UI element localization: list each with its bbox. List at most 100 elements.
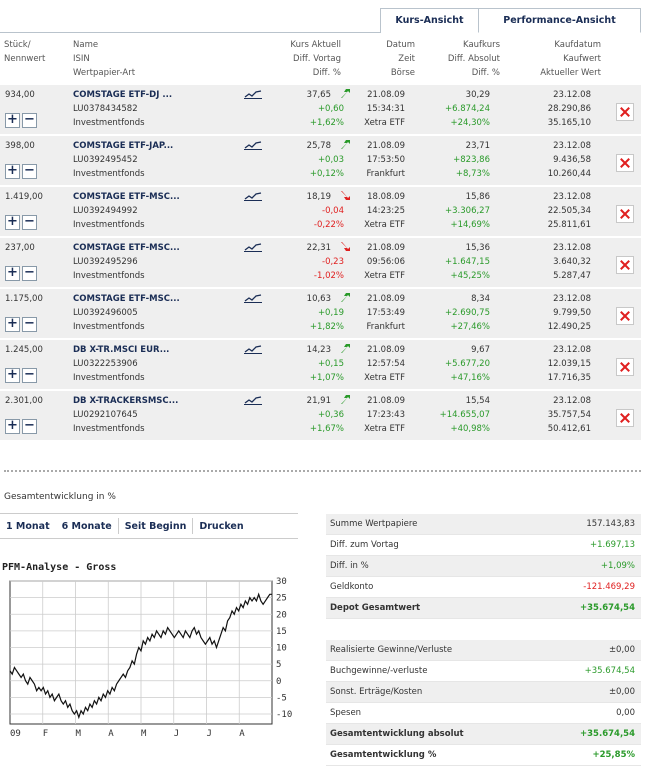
y-tick-label: 15 bbox=[276, 627, 287, 637]
tab-divider bbox=[0, 32, 380, 33]
print-button[interactable]: Drucken bbox=[199, 520, 244, 532]
diff-vortag: +0,03 bbox=[317, 155, 344, 165]
summary-row: Geldkonto -121.469,29 bbox=[326, 577, 641, 598]
quantity-stepper: + − bbox=[5, 164, 37, 179]
plus-button[interactable]: + bbox=[5, 215, 20, 230]
datum-value: 21.08.09 bbox=[367, 345, 405, 355]
diff-vortag-pct: -1,02% bbox=[313, 271, 344, 281]
header-label: Datum bbox=[386, 40, 415, 50]
delete-position-button[interactable] bbox=[616, 358, 634, 376]
delete-position-button[interactable] bbox=[616, 205, 634, 223]
minus-button[interactable]: − bbox=[22, 113, 37, 128]
chart-icon[interactable] bbox=[244, 344, 262, 354]
zeit-value: 15:34:31 bbox=[366, 104, 405, 114]
plus-button[interactable]: + bbox=[5, 113, 20, 128]
period-selector: 1 Monat 6 Monate Seit Beginn Drucken bbox=[0, 513, 298, 539]
security-name-link[interactable]: COMSTAGE ETF-MSC... bbox=[73, 294, 180, 304]
chart-icon[interactable] bbox=[244, 395, 262, 405]
diff-vortag: +0,15 bbox=[317, 359, 344, 369]
delete-position-button[interactable] bbox=[616, 409, 634, 427]
boerse-value: Xetra ETF bbox=[364, 424, 405, 434]
delete-position-button[interactable] bbox=[616, 154, 634, 172]
minus-button[interactable]: − bbox=[22, 419, 37, 434]
trend-arrow-icon bbox=[341, 242, 350, 251]
summary-label: Gesamtentwicklung % bbox=[330, 750, 437, 760]
quantity-stepper: + − bbox=[5, 215, 37, 230]
tab-performance-ansicht[interactable]: Performance-Ansicht bbox=[478, 8, 641, 33]
tab-kurs-ansicht[interactable]: Kurs-Ansicht bbox=[380, 8, 478, 33]
kaufkurs-value: 8,34 bbox=[471, 294, 490, 304]
header-kaufkurs: Kaufkurs Diff. Absolut Diff. % bbox=[448, 38, 500, 80]
series-line bbox=[9, 592, 272, 720]
table-row: 2.301,00 + − DB X-TRACKERSMSC... LU02921… bbox=[0, 391, 641, 440]
y-tick-label: 10 bbox=[276, 644, 287, 654]
chart-icon[interactable] bbox=[244, 293, 262, 303]
stueck-value: 2.301,00 bbox=[5, 396, 43, 406]
minus-button[interactable]: − bbox=[22, 164, 37, 179]
summary-value: ±0,00 bbox=[608, 687, 635, 697]
summary-label: Buchgewinne/-verluste bbox=[330, 666, 428, 676]
minus-button[interactable]: − bbox=[22, 368, 37, 383]
kaufwert-value: 22.505,34 bbox=[547, 206, 591, 216]
diff-absolut: +14.655,07 bbox=[439, 410, 490, 420]
zeit-value: 17:23:43 bbox=[366, 410, 405, 420]
security-name-link[interactable]: COMSTAGE ETF-MSC... bbox=[73, 192, 180, 202]
chart-icon[interactable] bbox=[244, 191, 262, 201]
y-tick-label: 20 bbox=[276, 610, 287, 620]
boerse-value: Frankfurt bbox=[366, 322, 406, 332]
view-tabs: Kurs-Ansicht Performance-Ansicht bbox=[380, 8, 641, 33]
header-label: ISIN bbox=[73, 54, 90, 64]
delete-position-button[interactable] bbox=[616, 256, 634, 274]
security-name-link[interactable]: DB X-TRACKERSMSC... bbox=[73, 396, 179, 406]
trend-arrow-icon bbox=[341, 140, 350, 149]
datum-value: 18.08.09 bbox=[367, 192, 405, 202]
period-1-monat-button[interactable]: 1 Monat bbox=[6, 520, 50, 532]
plus-button[interactable]: + bbox=[5, 317, 20, 332]
table-row: 237,00 + − COMSTAGE ETF-MSC... LU0392495… bbox=[0, 238, 641, 287]
boerse-value: Frankfurt bbox=[366, 169, 406, 179]
security-name-link[interactable]: COMSTAGE ETF-DJ ... bbox=[73, 90, 173, 100]
minus-button[interactable]: − bbox=[22, 215, 37, 230]
header-label: Name bbox=[73, 40, 99, 50]
diff-absolut-pct: +8,73% bbox=[455, 169, 490, 179]
chart-icon[interactable] bbox=[244, 140, 262, 150]
table-row: 1.175,00 + − COMSTAGE ETF-MSC... LU03924… bbox=[0, 289, 641, 338]
security-name-link[interactable]: COMSTAGE ETF-JAP... bbox=[73, 141, 174, 151]
x-tick-label: J bbox=[174, 729, 179, 739]
summary-row: Realisierte Gewinne/Verluste ±0,00 bbox=[326, 640, 641, 661]
isin-value: LU0378434582 bbox=[73, 104, 138, 114]
trend-arrow-icon bbox=[341, 293, 350, 302]
y-tick-label: -10 bbox=[276, 710, 292, 720]
security-type: Investmentfonds bbox=[73, 322, 145, 332]
minus-button[interactable]: − bbox=[22, 317, 37, 332]
minus-button[interactable]: − bbox=[22, 266, 37, 281]
table-row: 1.245,00 + − DB X-TR.MSCI EUR... LU03222… bbox=[0, 340, 641, 389]
delete-position-button[interactable] bbox=[616, 307, 634, 325]
header-label: Diff. % bbox=[471, 68, 500, 78]
y-tick-label: 0 bbox=[276, 677, 281, 687]
datum-value: 21.08.09 bbox=[367, 396, 405, 406]
header-label: Kaufkurs bbox=[463, 40, 500, 50]
delete-position-button[interactable] bbox=[616, 103, 634, 121]
kaufdatum-value: 23.12.08 bbox=[553, 243, 591, 253]
summary-row: Depot Gesamtwert +35.674,54 bbox=[326, 598, 641, 619]
security-name-link[interactable]: DB X-TR.MSCI EUR... bbox=[73, 345, 170, 355]
kaufkurs-value: 30,29 bbox=[465, 90, 490, 100]
plus-button[interactable]: + bbox=[5, 419, 20, 434]
plus-button[interactable]: + bbox=[5, 368, 20, 383]
period-6-monate-button[interactable]: 6 Monate bbox=[61, 520, 112, 532]
chart-icon[interactable] bbox=[244, 242, 262, 252]
datum-value: 21.08.09 bbox=[367, 90, 405, 100]
isin-value: LU0392496005 bbox=[73, 308, 138, 318]
header-label: Börse bbox=[390, 68, 415, 78]
plus-button[interactable]: + bbox=[5, 266, 20, 281]
kaufwert-value: 3.640,32 bbox=[553, 257, 591, 267]
security-name-link[interactable]: COMSTAGE ETF-MSC... bbox=[73, 243, 180, 253]
summary-value: +35.674,54 bbox=[580, 603, 635, 613]
stueck-value: 1.419,00 bbox=[5, 192, 43, 202]
chart-icon[interactable] bbox=[244, 89, 262, 99]
plus-button[interactable]: + bbox=[5, 164, 20, 179]
period-seit-beginn-button[interactable]: Seit Beginn bbox=[124, 520, 187, 532]
datum-value: 21.08.09 bbox=[367, 294, 405, 304]
kurs-aktuell: 22,31 bbox=[306, 243, 331, 253]
